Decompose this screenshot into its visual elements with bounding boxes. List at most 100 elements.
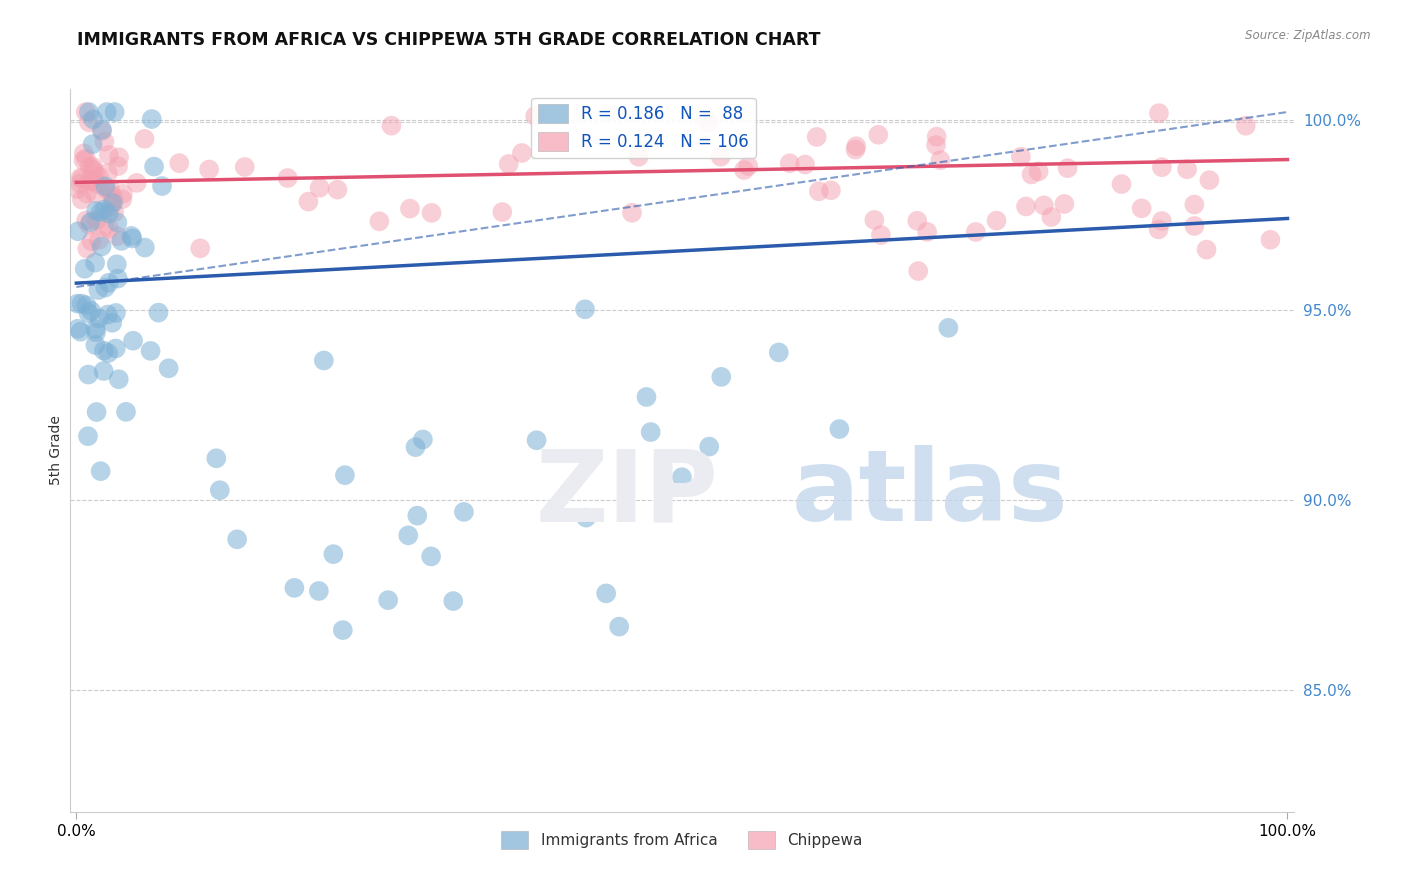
Point <box>69 325 91 339</box>
Point <box>1028 164 1050 178</box>
Point <box>105 215 128 229</box>
Point <box>412 433 434 447</box>
Point <box>1130 202 1153 216</box>
Point <box>97 308 120 322</box>
Point <box>90 124 112 138</box>
Point <box>67 224 90 238</box>
Point <box>84 326 107 340</box>
Point <box>627 150 650 164</box>
Point <box>70 171 93 186</box>
Point <box>368 214 391 228</box>
Point <box>1015 199 1038 213</box>
Point <box>595 586 617 600</box>
Point <box>510 146 533 161</box>
Point <box>768 345 790 359</box>
Point <box>863 212 886 227</box>
Point <box>277 171 299 186</box>
Point <box>93 135 115 149</box>
Point <box>80 235 103 249</box>
Point <box>76 242 98 256</box>
Point <box>97 346 120 360</box>
Point <box>104 105 127 120</box>
Point <box>97 148 120 162</box>
Point <box>82 160 104 174</box>
Point <box>87 169 110 184</box>
Point <box>79 215 101 229</box>
Point <box>77 115 100 129</box>
Point <box>94 182 117 196</box>
Point <box>1150 214 1173 228</box>
Point <box>1147 106 1170 120</box>
Point <box>101 195 124 210</box>
Point <box>90 464 112 478</box>
Point <box>110 234 132 248</box>
Point <box>69 170 91 185</box>
Point <box>322 547 344 561</box>
Point <box>574 302 596 317</box>
Point <box>938 321 960 335</box>
Point <box>77 429 100 443</box>
Text: atlas: atlas <box>792 445 1069 542</box>
Text: ZIP: ZIP <box>536 445 718 542</box>
Point <box>806 130 828 145</box>
Point <box>82 112 104 127</box>
Point <box>134 132 156 146</box>
Point <box>79 160 101 174</box>
Point <box>905 214 928 228</box>
Point <box>94 179 117 194</box>
Point <box>84 166 107 180</box>
Point <box>157 361 180 376</box>
Point <box>121 231 143 245</box>
Point <box>671 470 693 484</box>
Point <box>845 139 868 153</box>
Point <box>77 105 100 120</box>
Point <box>188 241 211 255</box>
Point <box>710 369 733 384</box>
Point <box>965 225 987 239</box>
Point <box>737 159 759 173</box>
Point <box>820 183 842 197</box>
Point <box>399 202 422 216</box>
Point <box>87 233 110 247</box>
Point <box>84 322 107 336</box>
Point <box>84 255 107 269</box>
Point <box>77 368 100 382</box>
Point <box>148 305 170 319</box>
Point <box>111 186 134 201</box>
Point <box>332 623 354 637</box>
Point <box>104 342 127 356</box>
Point <box>139 343 162 358</box>
Point <box>97 221 120 235</box>
Point <box>120 229 142 244</box>
Point <box>66 296 89 310</box>
Point <box>150 179 173 194</box>
Point <box>1056 161 1078 176</box>
Point <box>925 138 948 153</box>
Point <box>198 162 221 177</box>
Point <box>75 152 97 166</box>
Point <box>1182 197 1205 211</box>
Point <box>205 451 228 466</box>
Point <box>89 311 111 326</box>
Point <box>420 206 443 220</box>
Point <box>111 192 134 206</box>
Point <box>333 468 356 483</box>
Point <box>84 186 107 201</box>
Point <box>640 425 662 439</box>
Point <box>710 150 733 164</box>
Point <box>326 183 349 197</box>
Point <box>107 372 129 386</box>
Point <box>93 343 115 358</box>
Point <box>1147 222 1170 236</box>
Point <box>101 188 124 202</box>
Point <box>524 109 547 123</box>
Point <box>79 173 101 187</box>
Point <box>77 218 100 232</box>
Point <box>84 203 107 218</box>
Point <box>115 405 138 419</box>
Point <box>87 283 110 297</box>
Point <box>697 115 720 129</box>
Point <box>72 153 94 168</box>
Point <box>226 533 249 547</box>
Point <box>828 422 851 436</box>
